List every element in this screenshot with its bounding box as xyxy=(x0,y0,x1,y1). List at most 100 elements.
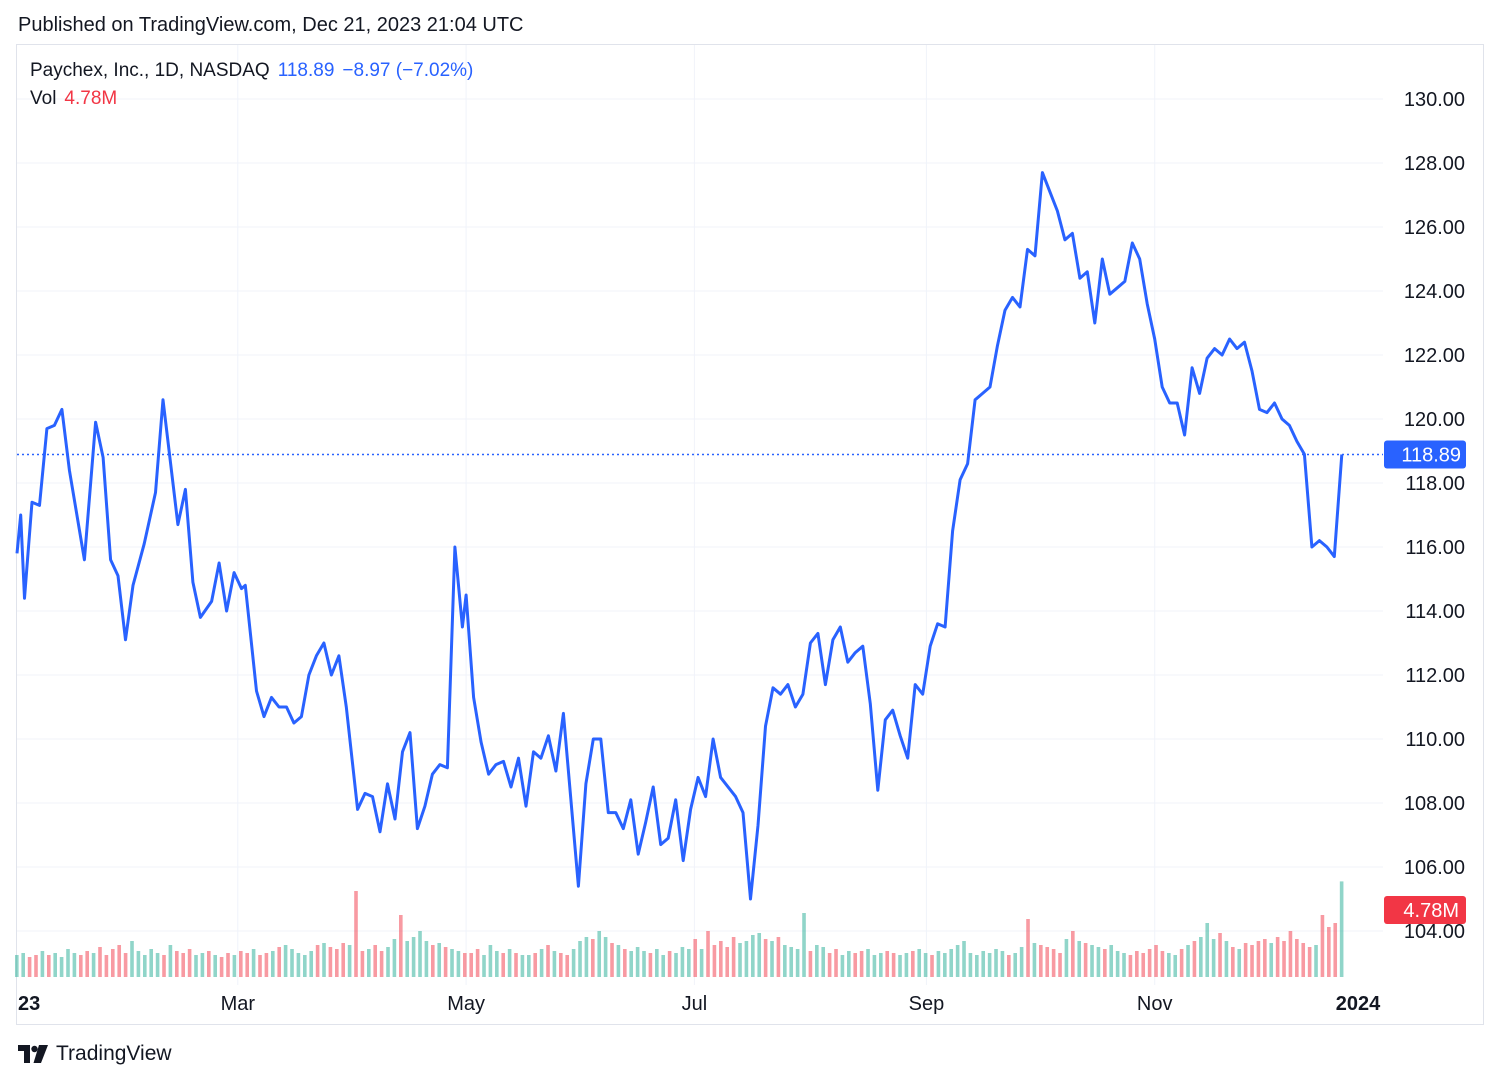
x-tick-label: 23 xyxy=(18,993,40,1015)
volume-bar xyxy=(853,953,858,977)
volume-bar xyxy=(1007,955,1011,977)
volume-bar xyxy=(72,953,77,977)
volume-bar xyxy=(290,949,294,977)
volume-bar xyxy=(1199,937,1203,977)
legend-vol-value: 4.78M xyxy=(64,88,118,109)
volume-bar xyxy=(136,951,141,977)
volume-bar xyxy=(719,941,723,977)
volume-bar xyxy=(687,949,691,977)
volume-bar xyxy=(1026,919,1030,977)
volume-bar xyxy=(392,939,397,977)
y-tick-label: 128.00 xyxy=(1404,153,1465,175)
volume-bar xyxy=(232,955,237,977)
volume-bar xyxy=(1000,951,1005,977)
volume-bar xyxy=(565,955,570,977)
y-tick-label: 124.00 xyxy=(1404,281,1465,303)
volume-bar xyxy=(725,947,730,977)
volume-bar xyxy=(1160,951,1165,977)
volume-bar xyxy=(1147,949,1152,977)
volume-bar xyxy=(443,947,448,977)
axis-badges: 118.89 4.78M xyxy=(1384,440,1466,924)
volume-bar xyxy=(104,955,109,977)
volume-bars xyxy=(15,881,1344,977)
volume-bar xyxy=(706,931,710,977)
volume-bar xyxy=(834,949,838,977)
volume-bar xyxy=(757,933,762,977)
volume-bar xyxy=(207,951,211,977)
legend-symbol[interactable]: Paychex, Inc., 1D, NASDAQ xyxy=(30,60,270,81)
price-series-line[interactable] xyxy=(15,171,1344,901)
volume-bar xyxy=(744,941,749,977)
y-tick-label: 116.00 xyxy=(1405,537,1465,559)
volume-bar xyxy=(219,957,224,977)
volume-bar xyxy=(821,947,826,977)
volume-bar xyxy=(1077,941,1082,977)
legend-vol-label[interactable]: Vol xyxy=(30,88,57,109)
volume-bar xyxy=(1243,943,1248,977)
volume-bar xyxy=(1282,941,1286,977)
volume-bar xyxy=(1179,949,1184,977)
volume-bar xyxy=(1115,951,1120,977)
volume-bar xyxy=(507,949,512,977)
volume-bar xyxy=(738,943,742,977)
x-axis[interactable]: 23 Mar May Jul Sep Nov 2024 xyxy=(18,993,1381,1015)
volume-bar xyxy=(1083,943,1088,977)
y-axis[interactable]: 104.00 106.00 108.00 110.00 112.00 114.00 116.… xyxy=(1404,89,1465,943)
volume-bar xyxy=(162,955,166,977)
volume-bar xyxy=(405,941,410,977)
volume-bar xyxy=(571,949,576,977)
volume-bar xyxy=(584,937,589,977)
volume-bar xyxy=(872,955,877,977)
volume-bar xyxy=(693,939,698,977)
volume-bar xyxy=(949,949,954,977)
volume-bar xyxy=(968,953,973,977)
volume-bar xyxy=(1211,939,1216,977)
volume-bar xyxy=(296,953,301,977)
volume-bar xyxy=(335,949,339,977)
volume-bar xyxy=(1128,955,1133,977)
footer-brand[interactable]: TradingView xyxy=(18,1042,172,1066)
x-tick-label: Nov xyxy=(1137,993,1173,1015)
grid-lines xyxy=(17,45,1383,985)
volume-bar xyxy=(591,939,595,977)
volume-bar xyxy=(258,955,262,977)
volume-bar xyxy=(955,945,960,977)
volume-bar xyxy=(1314,945,1318,977)
volume-bar xyxy=(482,955,486,977)
volume-bar xyxy=(667,951,672,977)
volume-bar xyxy=(66,949,70,977)
volume-bar xyxy=(1154,945,1158,977)
legend-row-symbol: Paychex, Inc., 1D, NASDAQ 118.89 −8.97 (−7… xyxy=(30,60,473,82)
volume-bar xyxy=(642,951,646,977)
volume-bar xyxy=(34,955,38,977)
volume-bar xyxy=(437,943,442,977)
volume-bar xyxy=(283,945,288,977)
volume-bar xyxy=(450,949,454,977)
volume-bar xyxy=(917,949,922,977)
volume-bar xyxy=(40,951,45,977)
y-tick-label: 112.00 xyxy=(1405,665,1465,687)
chart-frame[interactable] xyxy=(16,44,1484,1025)
volume-bar xyxy=(123,953,128,977)
volume-bar xyxy=(623,949,627,977)
volume-bar xyxy=(1141,953,1146,977)
volume-bar xyxy=(1039,945,1043,977)
volume-bar xyxy=(533,953,538,977)
last-price-badge xyxy=(1384,440,1466,469)
volume-bar xyxy=(1071,931,1075,977)
volume-bar xyxy=(879,953,883,977)
volume-bar xyxy=(85,951,90,977)
volume-bar xyxy=(1339,881,1344,977)
volume-bar xyxy=(15,955,19,977)
volume-bar xyxy=(629,951,634,977)
volume-bar xyxy=(130,941,134,977)
volume-bar xyxy=(603,937,608,977)
volume-bar xyxy=(994,949,998,977)
volume-bar xyxy=(655,949,659,977)
volume-badge-label: 4.78M xyxy=(1403,900,1459,922)
volume-bar xyxy=(168,945,173,977)
volume-bar xyxy=(213,955,218,977)
volume-bar xyxy=(1013,953,1018,977)
volume-bar xyxy=(891,953,896,977)
